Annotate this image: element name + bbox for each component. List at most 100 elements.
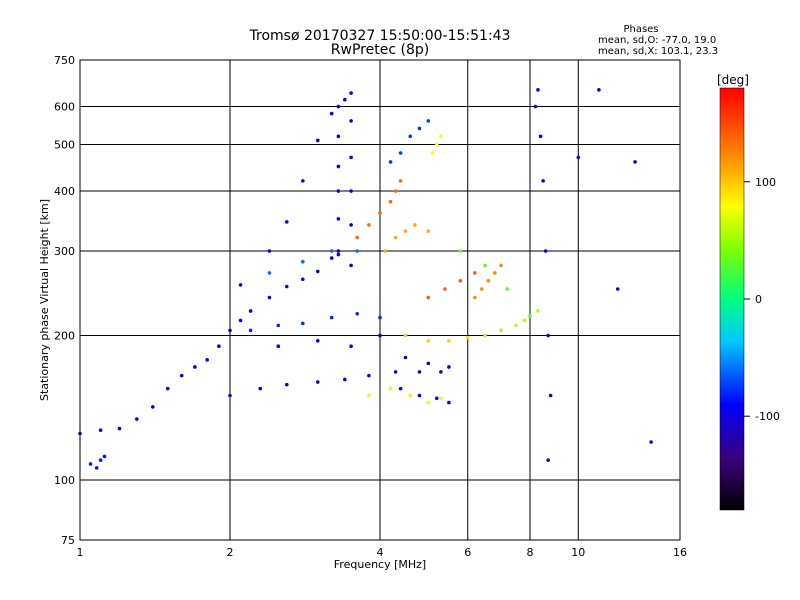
data-point <box>315 380 320 384</box>
data-point <box>447 365 451 369</box>
x-tick-label: 4 <box>377 546 384 559</box>
data-point <box>426 295 431 300</box>
y-tick-label: 750 <box>54 54 75 67</box>
data-point <box>102 454 107 459</box>
data-point <box>238 318 243 323</box>
data-point <box>284 220 289 224</box>
chart-subtitle: RwPretec (8p) <box>330 42 430 58</box>
data-point <box>355 235 359 240</box>
data-point <box>398 179 403 183</box>
data-point <box>388 199 393 204</box>
data-point <box>439 396 443 401</box>
x-tick-label: 2 <box>227 546 234 559</box>
grid-lines <box>80 60 680 540</box>
colorbar-label: [deg] <box>717 73 749 87</box>
data-point <box>528 313 532 318</box>
data-point <box>434 396 439 401</box>
colorbar-tick-label: -100 <box>755 410 780 423</box>
data-point <box>536 88 540 92</box>
data-point <box>514 323 518 328</box>
data-point <box>284 382 289 387</box>
y-tick-label: 400 <box>54 185 75 198</box>
phase-stats-x: mean, sd,X: 103.1, 23.3 <box>598 46 719 57</box>
data-point <box>393 370 398 374</box>
data-point <box>483 263 487 268</box>
data-point <box>94 466 99 470</box>
data-point <box>434 142 439 147</box>
data-point <box>336 189 341 193</box>
y-axis-title: Stationary phase Virtual Height [km] <box>38 199 51 401</box>
data-point <box>205 358 209 362</box>
data-point <box>413 223 417 227</box>
data-point <box>355 311 359 316</box>
data-point <box>426 339 431 343</box>
data-point <box>417 393 422 398</box>
data-point <box>117 426 122 431</box>
data-point <box>329 256 334 260</box>
data-point <box>398 151 403 155</box>
data-point <box>473 295 477 300</box>
data-point <box>447 400 451 405</box>
data-point <box>343 377 347 382</box>
data-point <box>533 104 538 109</box>
data-point <box>458 249 463 253</box>
x-tick-label: 8 <box>527 546 534 559</box>
data-point <box>458 279 463 283</box>
data-point <box>349 223 353 227</box>
data-point <box>267 295 272 300</box>
data-point <box>426 229 431 233</box>
data-point <box>548 393 553 398</box>
data-point <box>315 138 320 143</box>
data-point <box>336 252 341 257</box>
data-point <box>388 386 393 391</box>
data-point <box>349 91 353 95</box>
data-point <box>505 287 509 291</box>
data-point <box>165 386 170 391</box>
y-tick-label: 200 <box>54 330 75 343</box>
data-point <box>522 318 527 323</box>
data-point <box>378 211 382 215</box>
data-point <box>98 458 103 462</box>
chart-title: Tromsø 20170327 15:50:00-15:51:43 <box>249 28 511 44</box>
data-point <box>336 164 341 169</box>
data-point <box>248 328 253 333</box>
x-tick-labels: 1 2 4 6 8 10 16 <box>77 546 688 559</box>
data-point <box>88 462 93 466</box>
data-point <box>329 315 334 320</box>
data-point <box>367 393 371 398</box>
data-point <box>649 440 653 444</box>
data-point <box>378 333 382 338</box>
data-point <box>336 134 341 139</box>
data-point <box>499 263 503 268</box>
data-point <box>403 333 408 338</box>
data-point <box>228 393 232 398</box>
data-point <box>378 315 382 320</box>
data-point <box>398 386 403 391</box>
y-tick-labels: 75 100 200 300 400 500 600 750 <box>54 54 75 547</box>
x-tick-label: 1 <box>77 546 84 559</box>
data-point <box>367 223 371 227</box>
data-point <box>367 373 371 378</box>
data-point <box>576 155 581 160</box>
colorbar-tick-label: 0 <box>755 293 762 306</box>
x-axis-title: Frequency [MHz] <box>334 558 426 571</box>
y-tick-label: 100 <box>54 474 75 487</box>
y-tick-label: 75 <box>61 534 75 547</box>
data-point <box>439 370 443 374</box>
data-point <box>349 155 353 160</box>
data-point <box>315 339 320 343</box>
data-point <box>393 235 398 240</box>
data-point <box>597 88 601 92</box>
data-point <box>267 249 272 253</box>
data-point <box>349 189 353 193</box>
data-point <box>536 309 540 313</box>
data-point <box>284 284 289 289</box>
phase-stats-title: Phases <box>623 24 659 35</box>
data-point <box>430 151 435 155</box>
data-point <box>355 249 359 253</box>
data-point <box>543 249 548 253</box>
data-point <box>336 217 341 221</box>
data-point <box>473 271 477 275</box>
data-point <box>408 393 413 398</box>
data-point <box>426 400 431 405</box>
